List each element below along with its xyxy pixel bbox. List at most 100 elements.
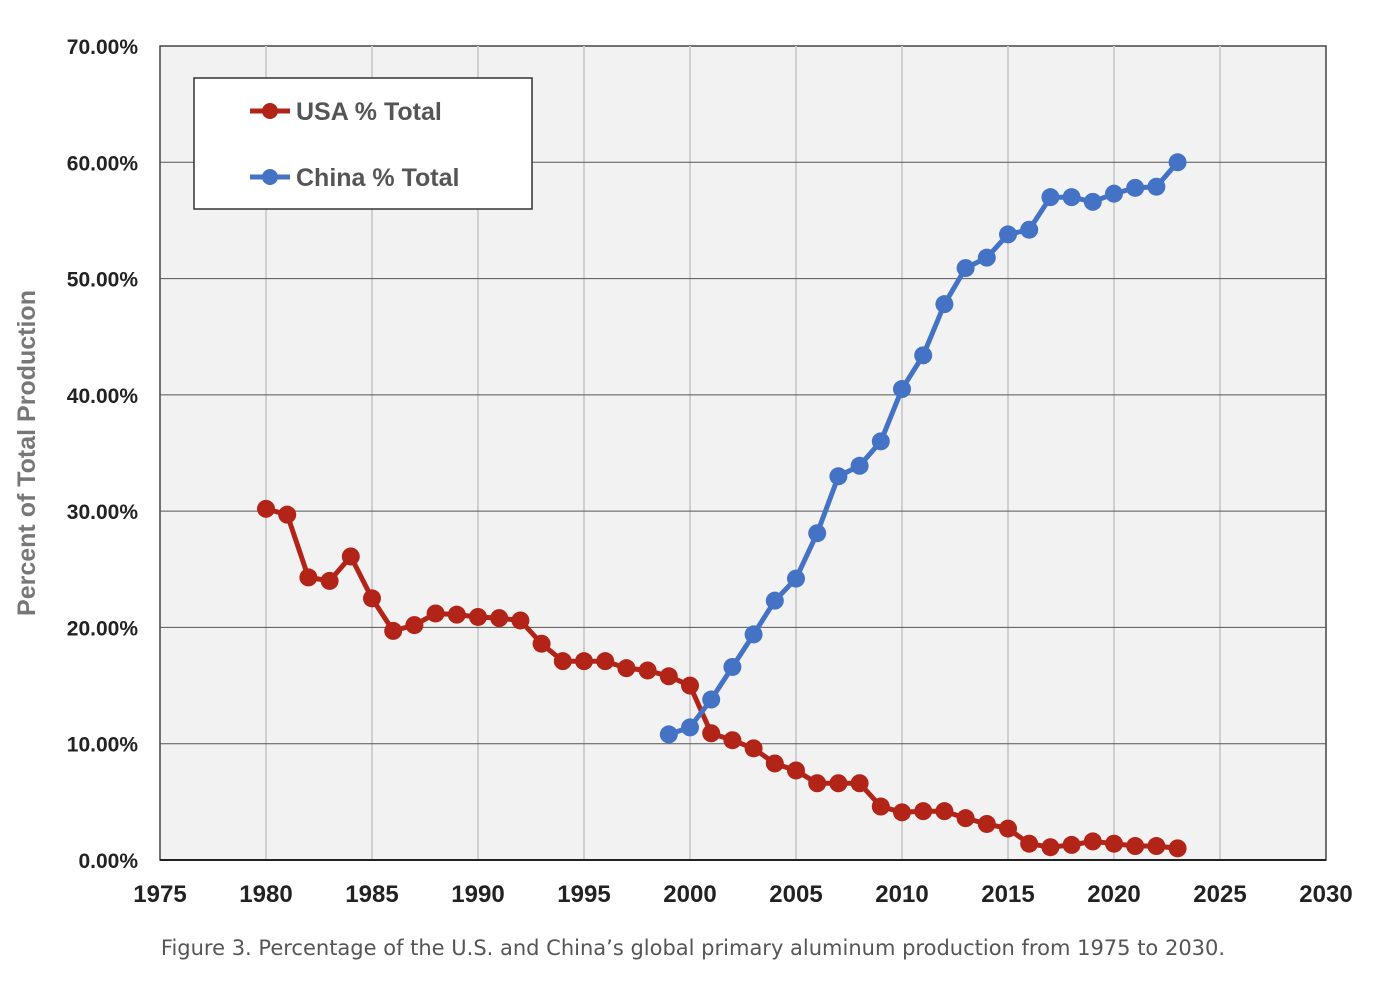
data-point: [490, 609, 509, 628]
data-point: [935, 802, 954, 821]
data-point: [1147, 837, 1166, 856]
data-point: [702, 690, 721, 709]
data-point: [257, 499, 275, 518]
data-point: [596, 652, 615, 671]
data-point: [363, 589, 381, 608]
data-point: [999, 225, 1017, 244]
data-point: [617, 659, 636, 678]
data-point: [956, 809, 975, 828]
data-point: [787, 569, 805, 588]
y-tick-label: 10.00%: [67, 734, 139, 757]
data-point: [744, 625, 763, 644]
data-point: [723, 731, 742, 750]
data-point: [702, 724, 721, 743]
data-point: [787, 761, 805, 780]
data-point: [532, 634, 551, 653]
data-point: [914, 802, 933, 821]
y-tick-label: 60.00%: [67, 152, 139, 175]
data-point: [1147, 177, 1166, 196]
data-point: [320, 571, 339, 590]
x-tick-label: 2005: [769, 881, 822, 908]
legend-usa-label: USA % Total: [296, 98, 442, 126]
data-point: [1105, 184, 1123, 203]
x-tick-label: 1975: [133, 881, 186, 908]
data-point: [850, 456, 869, 475]
data-point: [1062, 835, 1081, 854]
x-tick-label: 1995: [557, 881, 610, 908]
data-point: [829, 774, 848, 793]
data-point: [659, 725, 678, 744]
data-point: [659, 667, 678, 686]
data-point: [1126, 837, 1145, 856]
y-tick-label: 0.00%: [78, 850, 138, 873]
data-point: [1020, 220, 1039, 239]
data-point: [299, 568, 318, 587]
y-tick-label: 30.00%: [67, 501, 139, 524]
x-tick-label: 1985: [345, 881, 398, 908]
data-point: [871, 797, 890, 816]
axis-ticks: 1975 1980 1985 1990 1995 2000 2005 2010 2015 2020…: [67, 36, 1353, 908]
data-point: [765, 754, 784, 773]
data-point: [575, 652, 593, 671]
data-series: [257, 153, 1187, 858]
data-point: [723, 657, 742, 676]
data-point: [808, 774, 827, 793]
x-tick-label: 2010: [875, 881, 928, 908]
legend-box: [193, 77, 533, 210]
data-point: [765, 591, 784, 610]
y-tick-label: 20.00%: [67, 617, 139, 640]
data-point: [1126, 178, 1145, 197]
x-tick-label: 2030: [1299, 881, 1352, 908]
data-point: [999, 819, 1017, 838]
series-china: [659, 153, 1187, 744]
x-tick-label: 2015: [981, 881, 1034, 908]
y-tick-label: 40.00%: [67, 385, 139, 408]
data-point: [1062, 188, 1081, 207]
x-tick-label: 2000: [663, 881, 716, 908]
data-point: [1105, 834, 1123, 853]
legend: USA % Total China % Total: [193, 77, 533, 210]
data-point: [977, 814, 996, 833]
y-tick-label: 50.00%: [67, 269, 139, 292]
y-axis-label: Percent of Total Production: [13, 290, 41, 616]
data-point: [1020, 834, 1039, 853]
data-point: [553, 652, 572, 671]
data-point: [850, 774, 869, 793]
data-point: [893, 380, 911, 399]
data-point: [977, 248, 996, 267]
data-point: [426, 604, 445, 623]
data-point: [893, 803, 911, 822]
data-point: [1041, 838, 1060, 857]
data-point: [935, 295, 954, 314]
x-tick-label: 2025: [1193, 881, 1246, 908]
data-point: [1168, 839, 1187, 858]
data-point: [956, 259, 975, 278]
data-point: [638, 661, 657, 680]
data-point: [1083, 832, 1102, 851]
data-point: [278, 505, 297, 524]
data-point: [1041, 188, 1060, 207]
data-point: [447, 605, 466, 624]
data-point: [808, 524, 827, 543]
data-point: [384, 621, 403, 640]
x-tick-label: 1980: [239, 881, 292, 908]
data-point: [1168, 153, 1187, 172]
data-point: [681, 676, 699, 695]
data-point: [405, 616, 424, 635]
data-point: [681, 718, 699, 737]
legend-china-label: China % Total: [296, 164, 459, 192]
series-usa: [257, 499, 1187, 858]
data-point: [744, 739, 763, 758]
y-tick-label: 70.00%: [67, 36, 139, 59]
x-tick-label: 1990: [451, 881, 504, 908]
data-point: [1083, 192, 1102, 211]
legend-usa-marker: [262, 103, 278, 119]
data-point: [469, 607, 487, 626]
data-point: [914, 346, 933, 365]
x-tick-label: 2020: [1087, 881, 1140, 908]
legend-china-marker: [262, 169, 278, 185]
data-point: [511, 611, 530, 630]
data-point: [829, 467, 848, 486]
data-point: [871, 432, 890, 451]
